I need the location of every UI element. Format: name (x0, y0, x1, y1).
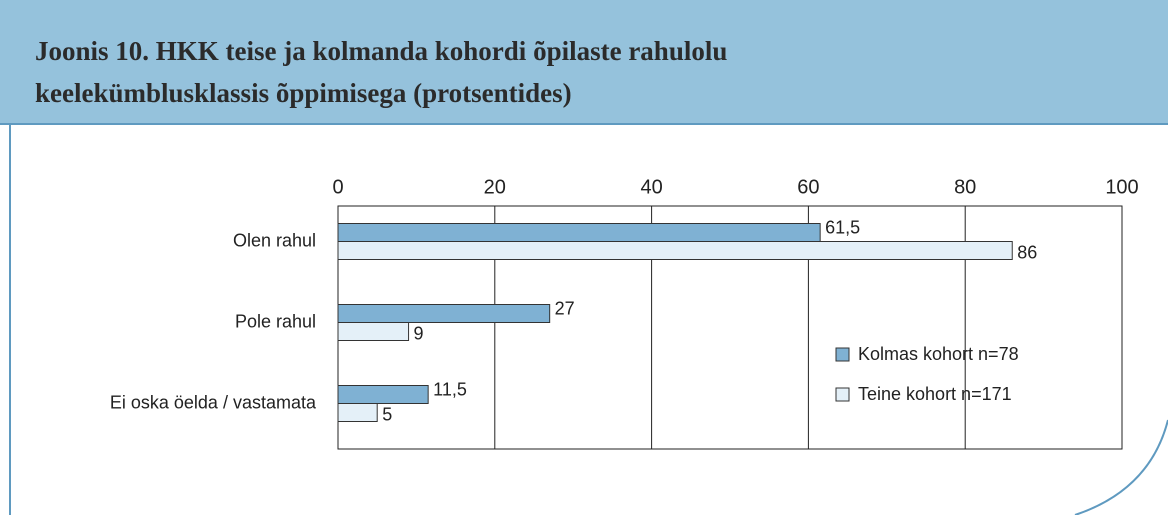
bar (337, 241, 1013, 260)
legend-swatch (835, 387, 850, 402)
legend-label: Teine kohort n=171 (858, 384, 1012, 404)
bar (337, 322, 410, 341)
legend-label: Kolmas kohort n=78 (858, 344, 1019, 364)
x-tick-label: 0 (332, 176, 343, 198)
data-label: 5 (382, 404, 392, 424)
data-label: 86 (1017, 242, 1037, 262)
corner-curve (1074, 419, 1168, 515)
header: Joonis 10. HKK teise ja kolmanda kohordi… (0, 0, 1168, 125)
chart-title: Joonis 10. HKK teise ja kolmanda kohordi… (35, 36, 728, 108)
x-tick-label: 100 (1105, 176, 1138, 198)
data-label: 11,5 (433, 379, 467, 399)
data-label: 9 (414, 323, 424, 343)
y-tick-label: Ei oska öelda / vastamata (110, 392, 317, 412)
bar (337, 223, 821, 242)
legend-swatch (835, 347, 850, 362)
x-tick-label: 60 (797, 176, 819, 198)
x-tick-label: 20 (484, 176, 506, 198)
x-tick-label: 40 (640, 176, 662, 198)
data-label: 27 (555, 298, 575, 318)
bar (337, 385, 429, 404)
bar (337, 403, 378, 422)
y-tick-label: Olen rahul (233, 230, 316, 250)
y-tick-label: Pole rahul (235, 311, 316, 331)
data-label: 61,5 (825, 217, 860, 237)
bar (337, 304, 551, 323)
x-tick-label: 80 (954, 176, 976, 198)
